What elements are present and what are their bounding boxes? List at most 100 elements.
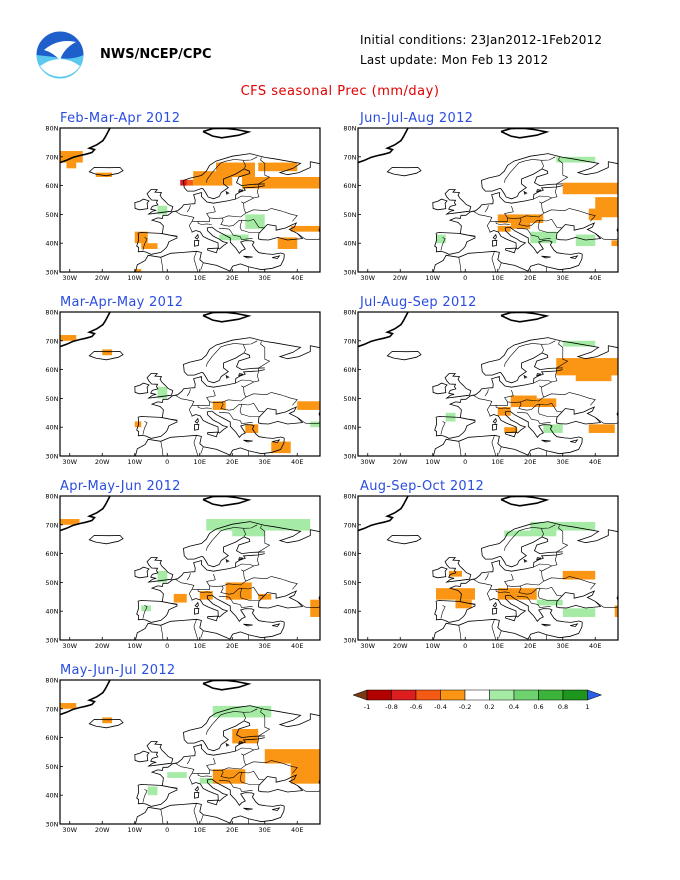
country-border (218, 411, 253, 424)
dry-anomaly-area (588, 208, 602, 221)
lon-tick-label: 20E (226, 826, 238, 834)
coastline (136, 416, 178, 439)
country-border (245, 760, 298, 774)
island-coast (134, 198, 150, 211)
country-border (243, 739, 260, 756)
wet-anomaly-area (157, 205, 168, 215)
coastline (257, 222, 304, 241)
lon-tick-label: 30W (360, 458, 375, 466)
coastline (191, 778, 229, 802)
island-coast (523, 374, 528, 379)
lat-tick-label: 40N (45, 240, 58, 248)
island-coast (570, 439, 579, 443)
country-border (458, 257, 462, 272)
country-border (192, 389, 216, 406)
lon-tick-label: 30W (62, 458, 77, 466)
coastline (150, 185, 265, 234)
lat-tick-label: 30N (343, 269, 356, 277)
island-coast (207, 799, 219, 806)
map-panel-6: 30W 20W 10W 0 10E 20E 30E 40E 30N 40N 50N 60N 70N 80N (343, 493, 619, 650)
island-coast (272, 807, 281, 811)
colorbar-label: 0.8 (558, 703, 568, 711)
dry-anomaly-area (290, 225, 320, 232)
country-border (142, 605, 148, 619)
island-coast (238, 741, 244, 745)
dry-anomaly-area (290, 763, 320, 784)
country-border (220, 219, 242, 227)
country-border (239, 588, 261, 601)
lat-tick-label: 50N (343, 211, 356, 219)
country-border (186, 389, 191, 397)
country-border (218, 595, 253, 608)
country-border (186, 573, 191, 581)
island-coast (146, 373, 174, 399)
dry-anomaly-area (212, 401, 226, 410)
island-coast (88, 351, 124, 361)
lat-tick-label: 30N (45, 269, 58, 277)
country-border (241, 586, 264, 596)
country-border (161, 233, 178, 237)
country-border (197, 773, 212, 777)
last-update-label: Last update: Mon Feb 13 2012 (360, 53, 549, 67)
lon-tick-label: 30W (62, 274, 77, 282)
colorbar-label: 1 (585, 703, 589, 711)
country-border (234, 524, 258, 529)
lat-tick-label: 50N (45, 395, 58, 403)
country-border (537, 404, 559, 417)
coastline (562, 341, 618, 360)
dry-anomaly-area (562, 182, 618, 195)
lon-tick-label: 20E (226, 458, 238, 466)
coastline (211, 594, 285, 623)
country-border (245, 392, 298, 406)
lat-tick-label: 50N (45, 211, 58, 219)
dry-anomaly-area (141, 243, 158, 249)
country-border (245, 208, 298, 222)
coastline (264, 341, 320, 360)
coastline (136, 600, 178, 623)
lon-tick-label: 20W (393, 458, 408, 466)
island-coast (541, 623, 551, 627)
country-border (459, 417, 476, 421)
country-border (243, 555, 260, 572)
lon-tick-label: 40E (589, 642, 601, 650)
island-coast (536, 189, 542, 193)
lon-tick-label: 0 (165, 642, 169, 650)
island-coast (243, 439, 253, 443)
coastline (481, 521, 563, 568)
lon-tick-label: 30E (259, 458, 271, 466)
lat-tick-label: 80N (343, 493, 356, 501)
country-border (504, 343, 533, 367)
coastline (183, 705, 265, 752)
country-border (495, 221, 510, 225)
coastline (264, 709, 320, 728)
agency-label: NWS/NCEP/CPC (100, 47, 212, 62)
lat-tick-label: 50N (45, 579, 58, 587)
lon-tick-label: 40E (589, 458, 601, 466)
country-border (473, 394, 493, 417)
country-border (532, 340, 556, 345)
dry-anomaly-area (242, 176, 320, 189)
island-coast (492, 423, 498, 431)
coastline (135, 434, 285, 456)
dry-anomaly-area (277, 237, 298, 249)
country-border (142, 789, 148, 803)
colorbar-swatch (562, 689, 588, 701)
country-border (220, 771, 242, 779)
wet-anomaly-area (530, 231, 557, 244)
coastline (433, 434, 583, 456)
country-border (161, 417, 178, 421)
coastline (489, 410, 527, 434)
country-border (235, 747, 254, 752)
panel-title-7: May-Jun-Jul 2012 (60, 663, 176, 678)
dry-anomaly-area (510, 395, 537, 408)
country-border (193, 251, 199, 272)
country-border (235, 379, 254, 384)
lat-tick-label: 70N (45, 521, 58, 529)
arctic-coast (358, 312, 409, 348)
island-coast (134, 382, 150, 395)
lat-tick-label: 70N (343, 337, 356, 345)
coastline (183, 153, 265, 200)
country-border (243, 371, 260, 388)
dry-anomaly-area (310, 599, 320, 617)
island-coast (146, 189, 174, 215)
